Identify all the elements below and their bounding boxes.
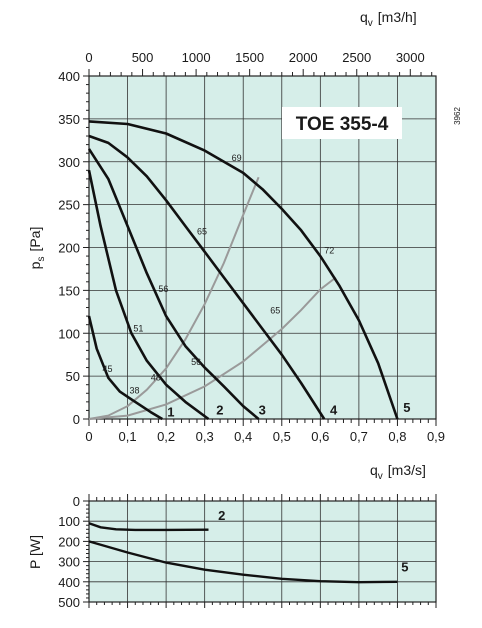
efficiency-label: 65 <box>197 227 207 237</box>
pressure-flow-plot: 0 0,1 0,2 0,3 0,4 0,5 0,6 0,7 0,8 0,9050100150200… <box>27 9 462 482</box>
y-tick-label: 0 <box>73 412 80 427</box>
system-curve-2 <box>88 276 337 420</box>
x-axis-q: q <box>370 462 378 478</box>
x-tick-label: 0,1 <box>119 429 137 444</box>
top-tick-label: 0 <box>85 50 92 65</box>
efficiency-label: 69 <box>232 153 242 163</box>
power-y-tick-label: 100 <box>58 514 80 529</box>
power-y-tick-label: 0 <box>73 494 80 509</box>
fan-curve-3 <box>87 148 260 420</box>
power-curve-label: 2 <box>218 508 225 523</box>
y-axis-unit: [Pa] <box>27 227 43 252</box>
power-curve-2 <box>88 522 209 532</box>
y-axis-p: p <box>27 261 43 269</box>
x-tick-label: 0,4 <box>234 429 252 444</box>
power-y-tick-label: 200 <box>58 534 80 549</box>
x-axis-label: qv [m3/s] <box>370 462 426 482</box>
top-tick-label: 2000 <box>289 50 318 65</box>
fan-curve-4 <box>88 134 326 420</box>
efficiency-label: 51 <box>133 324 143 334</box>
power-plot-background <box>89 501 436 602</box>
system-curve-1 <box>88 176 260 420</box>
curve-number-label: 1 <box>167 404 174 419</box>
efficiency-label: 72 <box>324 246 334 256</box>
efficiency-label: 56 <box>191 357 201 367</box>
fan-curve-1 <box>87 315 163 421</box>
x-tick-label: 0,6 <box>311 429 329 444</box>
title-box <box>282 107 402 139</box>
top-axis-q-sub: v <box>368 18 373 29</box>
power-curve-5 <box>88 540 398 584</box>
y-tick-label: 200 <box>58 241 80 256</box>
efficiency-label: 65 <box>270 306 280 316</box>
power-y-tick-label: 500 <box>58 595 80 610</box>
power-curve-label: 5 <box>401 560 408 575</box>
y-axis-p-sub: s <box>36 257 47 262</box>
y-axis-label: ps [Pa] <box>27 227 47 270</box>
power-plot-frame <box>88 500 437 603</box>
top-tick-label: 1000 <box>182 50 211 65</box>
power-plot: 0 100 200 300 400 500 P [W] 2 5 <box>27 494 437 610</box>
fan-curve-2 <box>87 170 210 421</box>
curve-number-label: 5 <box>403 400 410 415</box>
curve-number-label: 4 <box>330 403 338 418</box>
fan-curve-5 <box>88 120 399 420</box>
efficiency-label: 38 <box>129 385 139 395</box>
x-axis-q-sub: v <box>378 471 383 482</box>
efficiency-label: 45 <box>102 364 112 374</box>
y-tick-label: 150 <box>58 283 80 298</box>
efficiency-label: 56 <box>158 284 168 294</box>
power-y-tick-label: 300 <box>58 555 80 570</box>
y-tick-label: 250 <box>58 198 80 213</box>
top-tick-label: 1500 <box>235 50 264 65</box>
y-tick-label: 400 <box>58 69 80 84</box>
x-tick-label: 0,8 <box>388 429 406 444</box>
y-tick-label: 300 <box>58 155 80 170</box>
y-tick-label: 100 <box>58 326 80 341</box>
x-tick-label: 0 <box>85 429 92 444</box>
chart-title: TOE 355-4 <box>296 114 389 135</box>
y-tick-label: 350 <box>58 112 80 127</box>
top-axis-label: qv [m3/h] <box>360 9 417 29</box>
x-tick-label: 0,5 <box>273 429 291 444</box>
top-tick-label: 3000 <box>396 50 425 65</box>
efficiency-label: 48 <box>151 372 161 382</box>
side-code: 3962 <box>453 107 462 125</box>
y-tick-label: 50 <box>66 369 80 384</box>
top-axis-q: q <box>360 9 368 25</box>
x-axis-unit: [m3/s] <box>388 462 426 478</box>
power-y-axis-label: P [W] <box>27 535 43 569</box>
x-tick-label: 0,7 <box>350 429 368 444</box>
x-tick-label: 0,9 <box>427 429 445 444</box>
curve-number-label: 2 <box>216 403 223 418</box>
x-tick-label: 0,2 <box>157 429 175 444</box>
curve-number-label: 3 <box>259 403 266 418</box>
power-y-tick-label: 400 <box>58 575 80 590</box>
top-tick-label: 2500 <box>342 50 371 65</box>
x-tick-label: 0,3 <box>196 429 214 444</box>
top-tick-label: 500 <box>132 50 154 65</box>
top-axis-unit: [m3/h] <box>378 9 417 25</box>
